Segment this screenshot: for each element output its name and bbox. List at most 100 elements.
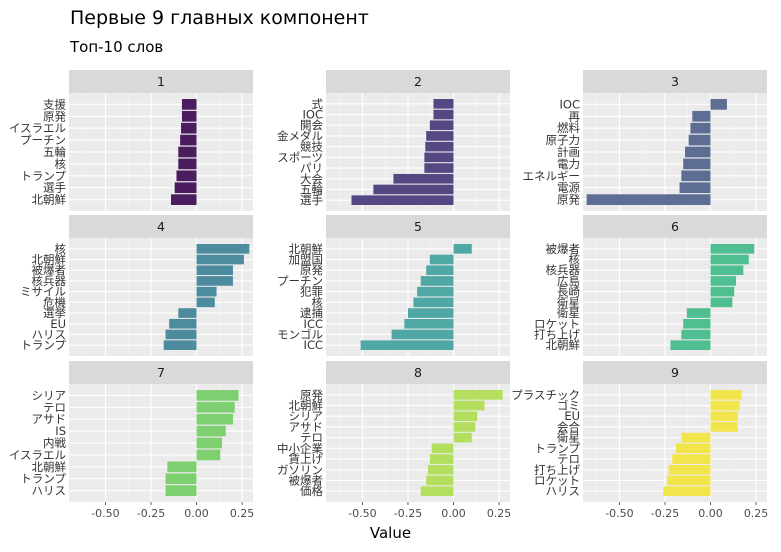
category-label: シリア <box>32 388 67 402</box>
category-label: イスラエル <box>9 121 66 135</box>
bar <box>433 99 454 109</box>
category-label: トランプ <box>20 472 66 486</box>
bar <box>710 390 742 400</box>
bar <box>672 454 711 464</box>
bar <box>453 400 485 411</box>
bar <box>351 195 454 205</box>
bar <box>710 244 755 254</box>
bar <box>393 173 454 184</box>
bar <box>685 146 711 158</box>
category-label: 衛星 <box>557 431 580 445</box>
category-label: 北朝鮮 <box>546 338 581 352</box>
category-label: 北朝鮮 <box>289 399 324 413</box>
category-label: 衛星 <box>557 295 580 309</box>
category-label: 競技 <box>300 140 323 154</box>
bar <box>424 163 454 173</box>
x-axis-label: Value <box>369 524 412 542</box>
category-label: ゴミ <box>557 399 580 413</box>
bar <box>670 340 711 350</box>
bar <box>167 461 197 473</box>
bar <box>429 254 454 265</box>
category-label: 被爆者 <box>32 263 67 277</box>
category-label: 危機 <box>43 295 66 309</box>
facet-label: 3 <box>671 74 679 89</box>
category-label: モンゴル <box>277 327 323 341</box>
x-tick-label: 0.25 <box>487 507 512 520</box>
x-tick-label: -0.25 <box>137 507 165 520</box>
bar <box>710 400 740 411</box>
bar <box>163 340 197 350</box>
bar <box>710 422 738 432</box>
category-label: 五輪 <box>300 182 323 196</box>
bar <box>420 276 454 286</box>
category-label: IOC <box>560 97 580 111</box>
bar <box>391 329 454 340</box>
bar <box>181 122 197 134</box>
category-label: 選手 <box>43 181 66 195</box>
facet-label: 5 <box>414 219 422 234</box>
category-label: トランプ <box>534 441 580 455</box>
category-label: ICC <box>304 317 323 331</box>
bar <box>196 437 223 449</box>
category-label: スポーツ <box>277 150 323 164</box>
bar <box>453 244 472 254</box>
category-label: 核 <box>569 253 581 267</box>
category-label: 打ち上げ <box>534 463 580 477</box>
category-label: EU <box>564 409 580 423</box>
facet-strip <box>69 70 253 93</box>
category-label: 支援 <box>43 97 66 111</box>
facet-label: 1 <box>157 74 165 89</box>
x-tick-label: -0.50 <box>348 507 376 520</box>
category-label: IS <box>55 424 66 438</box>
bar <box>426 131 454 141</box>
category-label: 価格 <box>300 484 323 498</box>
category-label: 核 <box>55 157 67 171</box>
category-label: プーチン <box>20 133 66 147</box>
category-label: 北朝鮮 <box>32 193 67 207</box>
bar <box>171 194 197 205</box>
bar <box>710 99 727 110</box>
category-label: パリ <box>300 161 323 175</box>
category-label: トランプ <box>20 169 66 183</box>
bar <box>681 432 711 443</box>
category-label: 核 <box>55 242 67 256</box>
category-label: 選挙 <box>43 306 66 320</box>
bar <box>417 286 454 297</box>
category-label: ハリス <box>546 484 581 498</box>
bar <box>407 308 454 318</box>
category-label: IOC <box>303 108 323 122</box>
bar <box>426 475 454 486</box>
x-tick-label: -0.25 <box>651 507 679 520</box>
category-label: 逮捕 <box>300 306 323 320</box>
x-tick-label: -0.50 <box>605 507 633 520</box>
category-label: 開会 <box>300 118 323 132</box>
facet-label: 4 <box>157 219 165 234</box>
bar <box>165 329 197 340</box>
bar <box>668 464 711 475</box>
facet-strip <box>326 361 510 384</box>
category-label: 打ち上げ <box>534 327 580 341</box>
category-label: ミサイル <box>20 285 66 299</box>
bar <box>196 244 250 254</box>
bar <box>681 329 711 340</box>
bar <box>426 265 454 276</box>
chart-title: Первые 9 главных компонент <box>70 7 369 29</box>
category-label: 犯罪 <box>300 285 323 299</box>
facet-label: 7 <box>157 365 165 380</box>
bar <box>692 110 711 122</box>
bar <box>686 308 711 318</box>
category-label: 大会 <box>300 172 323 186</box>
facet-label: 2 <box>414 74 422 89</box>
category-label: 五輪 <box>43 145 66 159</box>
x-tick-label: 0.25 <box>230 507 255 520</box>
category-label: テロ <box>43 400 66 414</box>
category-label: 北朝鮮 <box>32 253 67 267</box>
category-label: 選手 <box>300 193 323 207</box>
category-label: 賃上げ <box>289 452 324 466</box>
bar <box>178 308 197 318</box>
category-label: アサド <box>289 420 324 434</box>
category-label: プラスチック <box>511 388 580 402</box>
bar <box>425 141 454 152</box>
x-tick-label: 0.00 <box>441 507 466 520</box>
